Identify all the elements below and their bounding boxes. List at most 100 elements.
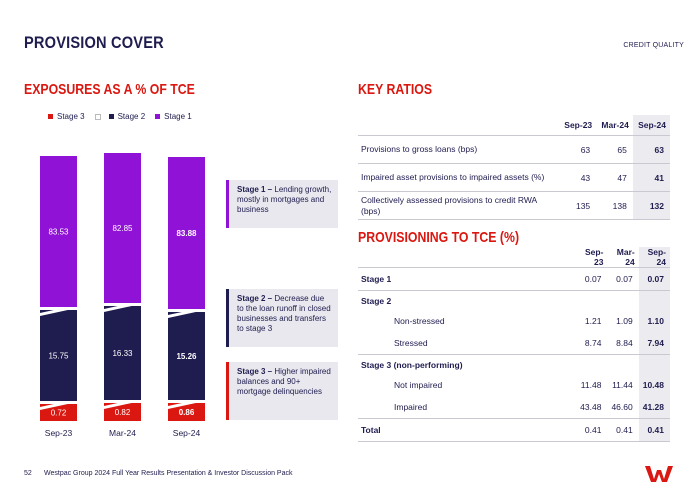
- table-row: Stage 3 (non-performing): [358, 354, 670, 375]
- legend-item-stage-2: Stage 2: [94, 112, 146, 121]
- header-blank: [358, 247, 577, 268]
- row-label: Impaired: [358, 396, 577, 419]
- table-header-row: Sep-23 Mar-24 Sep-24: [358, 115, 670, 136]
- row-value: 0.07: [576, 267, 608, 291]
- row-value: 10.48: [638, 374, 670, 396]
- row-label: Stage 1: [358, 267, 577, 291]
- bar-segment-stage-2: [168, 312, 205, 400]
- row-value: 11.44: [612, 380, 633, 390]
- row-value: 1.10: [638, 310, 670, 332]
- table-header-row: Sep-23 Mar-24 Sep-24: [358, 247, 670, 268]
- row-value: [638, 354, 670, 374]
- row-label: Collectively assessed provisions to cred…: [358, 191, 559, 220]
- table-row: Impaired 43.48 46.60 41.28: [358, 396, 670, 419]
- bar-value-label: 0.72: [51, 409, 67, 418]
- x-tick-label: Sep-23: [45, 428, 73, 438]
- bar-segment-stage-2: [104, 306, 141, 400]
- row-value: 46.60: [607, 396, 639, 419]
- bar-value-label: 15.26: [176, 352, 197, 361]
- callout-stage-1: Stage 1 – Lending growth, mostly in mort…: [226, 180, 338, 228]
- bar-value-label: 83.53: [48, 228, 69, 237]
- row-label: Not impaired: [394, 380, 443, 390]
- callout-stage-2: Stage 2 – Decrease due to the loan runof…: [226, 289, 338, 347]
- bar-value-label: 0.82: [115, 408, 131, 417]
- row-value: 1.09: [616, 316, 633, 326]
- row-value: 138: [596, 191, 633, 220]
- row-value: 1.21: [584, 316, 602, 326]
- row-value: [607, 291, 638, 311]
- legend-label: Stage 3: [57, 112, 85, 121]
- row-value: 41: [632, 163, 670, 192]
- table-row: Impaired asset provisions to impaired as…: [358, 163, 670, 192]
- legend-label: Stage 2: [117, 112, 146, 121]
- row-value: 7.94: [638, 332, 670, 355]
- provisioning-table: Sep-23 Mar-24 Sep-24 Stage 1 0.07 0.07 0.07 Sta…: [358, 247, 670, 442]
- callout-text: Higher impaired balances and 90+ mortgag…: [237, 367, 331, 396]
- bar-segment-stage-1: [40, 156, 77, 307]
- column-header: Mar-24: [607, 247, 639, 268]
- key-ratios-table: Sep-23 Mar-24 Sep-24 Provisions to gross lo…: [358, 115, 670, 220]
- chart-title: EXPOSURES AS A % OF TCE: [24, 81, 195, 98]
- footer-page-number: 52: [24, 470, 32, 477]
- axis-break-mark: [40, 399, 77, 410]
- callout-heading: Stage 2 –: [237, 294, 273, 303]
- row-value: 8.84: [607, 332, 639, 355]
- column-header: Mar-24: [596, 115, 633, 136]
- row-value: 41.28: [638, 396, 670, 419]
- table-row: Provisions to gross loans (bps) 63 65 63: [358, 135, 670, 164]
- legend-separator-swatch: [94, 113, 101, 120]
- chart-legend: Stage 3 Stage 2 Stage 1: [48, 112, 192, 121]
- axis-break-mark: [168, 307, 205, 318]
- bar-segment-stage-2: [40, 310, 77, 401]
- row-value: 0.41: [638, 418, 670, 442]
- table-row: Stage 2: [358, 290, 670, 311]
- legend-item-stage-1: Stage 1: [155, 112, 192, 121]
- axis-break-mark: [104, 301, 141, 312]
- table-row: Collectively assessed provisions to cred…: [358, 191, 670, 220]
- row-value: 63: [559, 135, 597, 164]
- axis-break-mark: [104, 398, 141, 409]
- row-value: 132: [632, 191, 670, 220]
- axis-break-mark: [168, 398, 205, 409]
- bar-segment-stage-3: [168, 403, 205, 421]
- table-row: Non-stressed 1.21 1.09 1.10: [358, 310, 670, 332]
- row-value: 135: [559, 191, 597, 220]
- row-value: 0.07: [638, 267, 670, 291]
- row-value: [607, 355, 638, 375]
- callout-heading: Stage 3 –: [237, 367, 273, 376]
- legend-item-stage-3: Stage 3: [48, 112, 85, 121]
- table-row: Stressed 8.74 8.84 7.94: [358, 332, 670, 355]
- bar-segment-stage-1: [168, 157, 205, 309]
- legend-swatch: [48, 114, 53, 119]
- row-value: [576, 355, 607, 375]
- row-label: Stressed: [358, 332, 577, 355]
- table-row: Total 0.41 0.41 0.41: [358, 418, 670, 442]
- column-header: Sep-23: [559, 115, 597, 136]
- row-value: 11.48: [580, 380, 602, 390]
- row-label: Total: [358, 418, 577, 442]
- column-header: Sep-24: [632, 115, 670, 136]
- row-value: 47: [596, 163, 633, 192]
- row-value: 63: [632, 135, 670, 164]
- row-label: Non-stressed: [394, 316, 445, 326]
- bar-segment-stage-3: [40, 404, 77, 421]
- header-blank: [358, 115, 559, 136]
- row-label: Stage 2: [361, 295, 392, 306]
- legend-swatch: [108, 114, 114, 119]
- callout-text: Decrease due to the loan runoff in close…: [237, 294, 331, 333]
- row-label: Impaired asset provisions to impaired as…: [358, 163, 559, 192]
- row-value: 43.48: [576, 396, 608, 419]
- bar-segment-stage-3: [104, 403, 141, 421]
- bar-value-label: 16.33: [112, 349, 133, 358]
- x-tick-label: Mar-24: [109, 428, 136, 438]
- table-row: Stage 1 0.07 0.07 0.07: [358, 267, 670, 291]
- legend-swatch: [155, 114, 161, 119]
- column-header: Sep-24: [638, 247, 670, 268]
- page-title: PROVISION COVER: [24, 33, 164, 52]
- key-ratios-title: KEY RATIOS: [358, 81, 433, 98]
- bar-value-label: 0.86: [179, 408, 195, 417]
- x-tick-label: Sep-24: [173, 428, 201, 438]
- row-value: 0.07: [607, 267, 639, 291]
- bar-value-label: 15.75: [48, 352, 69, 361]
- row-value: [638, 290, 670, 310]
